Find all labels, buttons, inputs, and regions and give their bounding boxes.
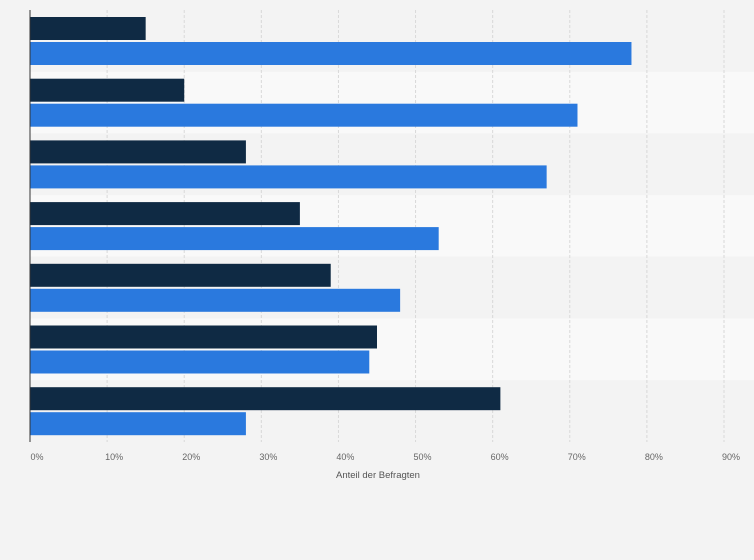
bar-series1[interactable] <box>30 140 246 164</box>
bar-series2[interactable] <box>30 165 547 189</box>
x-tick-label: 10% <box>105 452 123 462</box>
bar-series1[interactable] <box>30 325 377 349</box>
x-tick-label: 70% <box>568 452 586 462</box>
x-tick-label: 80% <box>645 452 663 462</box>
bar-series1[interactable] <box>30 78 185 102</box>
bar-series1[interactable] <box>30 263 331 287</box>
bar-series2[interactable] <box>30 412 246 436</box>
bar-series1[interactable] <box>30 387 501 411</box>
x-tick-label: 20% <box>182 452 200 462</box>
x-tick-label: 60% <box>491 452 509 462</box>
x-tick-label: 90% <box>722 452 740 462</box>
bar-series2[interactable] <box>30 227 439 251</box>
x-tick-label: 50% <box>414 452 432 462</box>
bar-series2[interactable] <box>30 42 632 65</box>
x-tick-label: 0% <box>30 452 43 462</box>
bar-series2[interactable] <box>30 103 578 127</box>
bar-series2[interactable] <box>30 288 401 312</box>
bar-series2[interactable] <box>30 350 370 374</box>
x-tick-label: 40% <box>336 452 354 462</box>
x-axis-label: Anteil der Befragten <box>336 470 420 481</box>
bar-series1[interactable] <box>30 202 300 226</box>
bar-series1[interactable] <box>30 17 146 40</box>
x-tick-label: 30% <box>259 452 277 462</box>
